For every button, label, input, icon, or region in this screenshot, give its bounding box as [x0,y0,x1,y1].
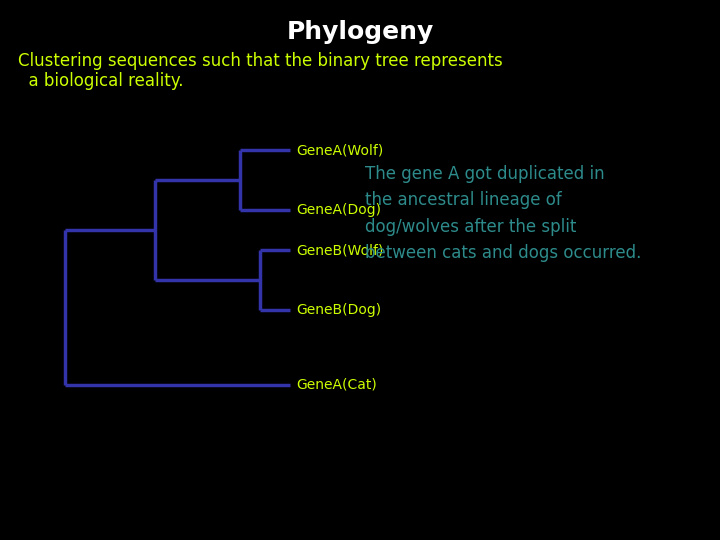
Text: The gene A got duplicated in
the ancestral lineage of
dog/wolves after the split: The gene A got duplicated in the ancestr… [365,165,642,262]
Text: GeneA(Cat): GeneA(Cat) [296,378,377,392]
Text: GeneA(Dog): GeneA(Dog) [296,203,381,217]
Text: Phylogeny: Phylogeny [287,20,433,44]
Text: GeneB(Dog): GeneB(Dog) [296,303,381,317]
Text: a biological reality.: a biological reality. [18,72,184,90]
Text: Clustering sequences such that the binary tree represents: Clustering sequences such that the binar… [18,52,503,70]
Text: GeneB(Wolf): GeneB(Wolf) [296,243,383,257]
Text: GeneA(Wolf): GeneA(Wolf) [296,143,383,157]
